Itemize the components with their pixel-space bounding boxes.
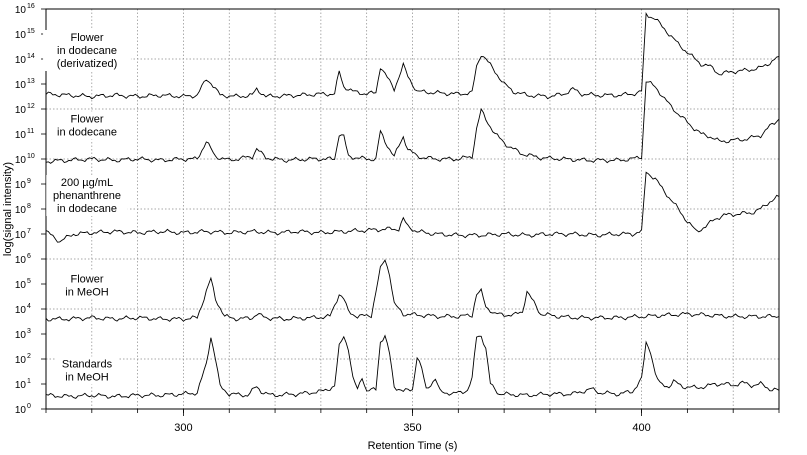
series-line [45,12,780,100]
series-label-bg [61,271,113,300]
y-tick-label: 10 [15,280,27,291]
series-label: 200 µg/mL phenanthrene in dodecane [53,177,121,215]
y-tick-exponent: 7 [27,228,31,235]
y-tick-exponent: 0 [27,403,31,410]
y-tick-label: 10 [15,330,27,341]
series-label-bg [43,30,131,71]
series-label-line: in dodecane [57,203,117,215]
series-label: Flower in dodecane (derivatized) [57,32,118,70]
series-label-line: 200 µg/mL [61,177,113,189]
y-tick-exponent: 9 [27,178,31,185]
series-label: Flower in dodecane [57,114,117,139]
series-line [45,334,780,399]
x-tick-label: 350 [403,422,421,434]
y-tick-exponent: 4 [27,303,31,310]
y-tick-exponent: 1 [27,378,31,385]
y-tick-label: 10 [15,405,27,416]
y-tick-label: 10 [15,105,27,116]
y-tick-label: 10 [15,5,27,16]
series-label: Standards in MeOH [62,359,113,384]
series-label-line: (derivatized) [57,58,118,70]
x-tick-label: 300 [174,422,192,434]
y-tick-exponent: 8 [27,203,31,210]
series-label-bg [49,111,125,140]
series-label: Flower in MeOH [65,274,108,299]
y-tick-label: 10 [15,155,27,166]
y-tick-exponent: 2 [27,353,31,360]
grid [46,9,779,409]
y-tick-exponent: 11 [27,128,34,135]
y-tick-label: 10 [15,305,27,316]
y-tick-label: 10 [15,380,27,391]
y-tick-label: 10 [15,80,27,91]
series-line [45,259,780,322]
series-label-line: in dodecane [57,45,117,57]
series-label-line: Flower [70,274,103,286]
y-tick-label: 10 [15,230,27,241]
y-tick-label: 10 [15,205,27,216]
series-label-line: Flower [70,114,103,126]
y-tick-label: 10 [15,255,27,266]
y-tick-exponent: 13 [27,78,35,85]
y-tick-exponent: 10 [27,153,35,160]
series-label-line: in MeOH [65,287,108,299]
y-tick-label: 10 [15,130,27,141]
series-label-line: phenanthrene [53,190,121,202]
y-axis-label: log(signal intensity) [2,162,14,256]
y-tick-exponent: 16 [27,3,35,10]
series-label-bg [46,175,128,216]
y-tick-exponent: 14 [27,53,35,60]
series-label-line: Flower [70,32,103,44]
x-tick-label: 400 [632,422,650,434]
series-label-line: in MeOH [65,372,108,384]
series-label-line: in dodecane [57,127,117,139]
y-tick-exponent: 12 [27,103,35,110]
y-tick-exponent: 5 [27,278,31,285]
series-line [45,171,780,243]
y-tick-label: 10 [15,180,27,191]
y-tick-exponent: 6 [27,253,31,260]
y-tick-label: 10 [15,355,27,366]
y-tick-label: 10 [15,30,27,41]
series-labels: Flower in dodecane (derivatized)Flower in d… [43,30,131,385]
series-label-line: Standards [62,359,113,371]
series-label-bg [55,356,119,385]
x-axis-label: Retention Time (s) [368,440,458,452]
series-group [45,12,780,399]
y-tick-label: 10 [15,55,27,66]
y-tick-exponent: 3 [27,328,31,335]
y-tick-exponent: 15 [27,28,35,35]
series-line [45,80,780,164]
